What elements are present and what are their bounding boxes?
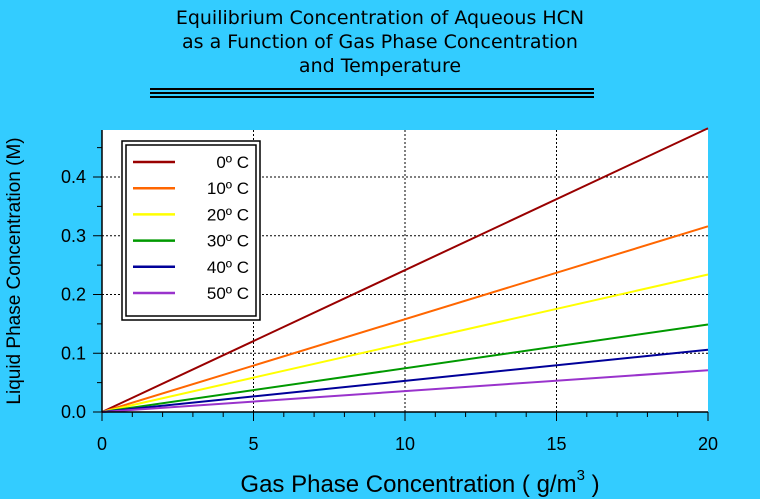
title-underline — [150, 88, 594, 100]
legend-box-inner — [125, 144, 257, 317]
series-line-4 — [101, 348, 709, 413]
x-tick-label-2: 10 — [395, 434, 415, 454]
series-lines — [101, 127, 709, 413]
legend-label-3: 30º C — [207, 232, 249, 251]
legend: 0º C 10º C 20º C 30º C 40º C 50º C — [121, 140, 261, 321]
x-tick-label-3: 15 — [546, 434, 566, 454]
chart-title: Equilibrium Concentration of Aqueous HCN… — [0, 6, 760, 78]
legend-label-0: 0º C — [216, 153, 249, 172]
series-line-1 — [101, 225, 709, 413]
y-tick-label-2: 0.2 — [61, 285, 86, 305]
legend-box-outer — [121, 140, 261, 321]
series-line-3 — [101, 323, 709, 413]
tick-labels: 0 5 10 15 20 0.0 0.1 0.2 0.3 0.4 — [61, 167, 718, 454]
title-line-2: as a Function of Gas Phase Concentration — [182, 31, 578, 53]
x-axis-label-superscript: 3 — [577, 467, 585, 484]
series-line-5 — [101, 369, 709, 413]
axes — [93, 130, 709, 421]
x-axis-label-main: Gas Phase Concentration ( g/m — [240, 471, 576, 498]
y-tick-label-0: 0.0 — [61, 402, 86, 422]
x-tick-label-1: 5 — [248, 434, 258, 454]
x-axis-label-suffix: ) — [585, 471, 600, 498]
x-axis-label: Gas Phase Concentration ( g/m3 ) — [240, 467, 599, 498]
legend-label-5: 50º C — [207, 284, 249, 303]
series-line-0 — [101, 127, 709, 413]
x-tick-label-4: 20 — [698, 434, 718, 454]
title-line-3: and Temperature — [298, 55, 462, 77]
legend-label-2: 20º C — [207, 205, 249, 224]
legend-label-1: 10º C — [207, 179, 249, 198]
y-tick-label-1: 0.1 — [61, 343, 86, 363]
y-tick-label-4: 0.4 — [61, 167, 86, 187]
title-line-1: Equilibrium Concentration of Aqueous HCN — [175, 7, 585, 29]
y-axis-label: Liquid Phase Concentration (M) — [4, 137, 25, 404]
series-line-2 — [101, 273, 709, 413]
x-tick-label-0: 0 — [97, 434, 107, 454]
y-tick-label-3: 0.3 — [61, 226, 86, 246]
legend-label-4: 40º C — [207, 258, 249, 277]
